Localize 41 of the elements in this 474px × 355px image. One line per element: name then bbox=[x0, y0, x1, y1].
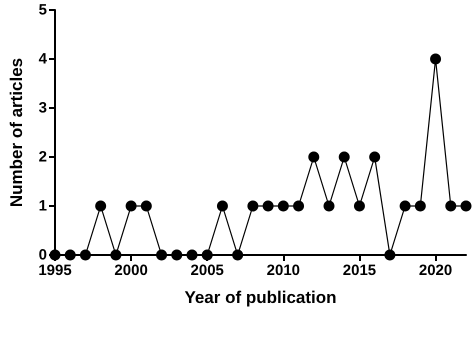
point bbox=[171, 250, 182, 260]
point bbox=[324, 200, 334, 212]
point bbox=[80, 250, 91, 260]
y-tick-label: 0 bbox=[38, 246, 47, 264]
point bbox=[247, 200, 258, 212]
y-tick-label: 2 bbox=[38, 148, 47, 166]
point bbox=[354, 200, 365, 212]
point bbox=[369, 152, 380, 162]
point bbox=[278, 200, 289, 212]
point bbox=[95, 200, 106, 212]
point bbox=[308, 152, 320, 162]
y-tick-label: 4 bbox=[38, 50, 48, 68]
y-tick-label: 5 bbox=[38, 2, 47, 18]
point bbox=[384, 250, 396, 260]
y-axis-title: Number of articles bbox=[7, 58, 26, 208]
point bbox=[293, 200, 304, 212]
x-tick-label: 2000 bbox=[114, 262, 148, 279]
point bbox=[445, 200, 456, 212]
point bbox=[262, 200, 274, 212]
point bbox=[216, 200, 228, 212]
x-tick-label: 2020 bbox=[418, 262, 452, 279]
point bbox=[64, 250, 76, 260]
y-tick-label: 3 bbox=[38, 100, 47, 116]
point bbox=[156, 250, 168, 260]
point bbox=[202, 250, 213, 260]
x-axis-title: Year of publication bbox=[184, 288, 337, 307]
point bbox=[400, 200, 411, 212]
point bbox=[460, 200, 472, 212]
x-tick-label: 2005 bbox=[190, 262, 224, 279]
point bbox=[430, 54, 442, 64]
x-tick-label: 2010 bbox=[266, 262, 300, 279]
x-tick-label: 1995 bbox=[38, 262, 72, 279]
point bbox=[414, 200, 426, 212]
y-tick-label: 1 bbox=[38, 198, 47, 214]
point bbox=[186, 250, 198, 260]
point bbox=[338, 152, 350, 162]
point bbox=[232, 250, 244, 260]
point bbox=[140, 200, 152, 212]
point bbox=[110, 250, 122, 260]
x-tick-label: 2015 bbox=[342, 262, 376, 279]
point bbox=[126, 200, 137, 212]
